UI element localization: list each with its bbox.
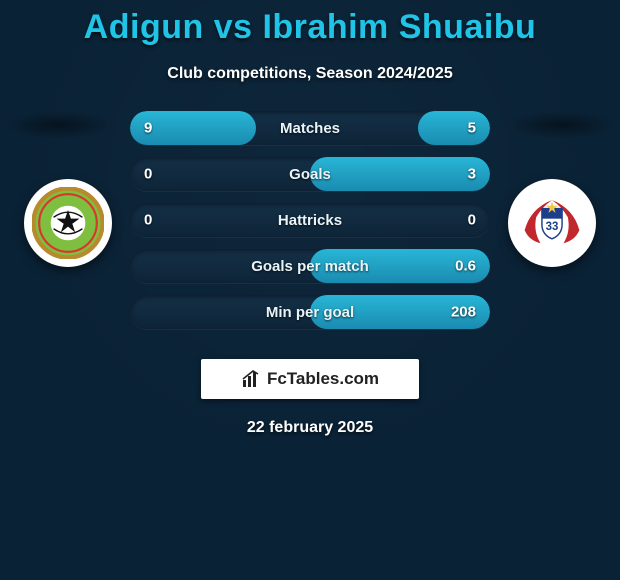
brand-chart-icon [241, 369, 261, 389]
stat-label: Hattricks [278, 212, 342, 229]
brand-label: FcTables.com [241, 369, 379, 389]
stat-bars: 9 5 Matches 0 3 Goals 0 0 Hattricks 0.6 Goals per … [130, 111, 490, 341]
stat-value-right: 0.6 [455, 258, 476, 275]
stat-label: Goals [289, 166, 331, 183]
date-label: 22 february 2025 [0, 419, 620, 437]
page-title: Adigun vs Ibrahim Shuaibu [0, 0, 620, 47]
stat-value-left: 0 [144, 212, 152, 229]
crest-shadow-left [4, 111, 114, 139]
comparison-card: Adigun vs Ibrahim Shuaibu Club competiti… [0, 0, 620, 437]
svg-text:33: 33 [546, 221, 559, 233]
stats-stage: 33 9 5 Matches 0 3 Goals 0 0 Hattricks 0.6 Goals p… [0, 111, 620, 351]
brand-text: FcTables.com [267, 369, 379, 389]
stat-label: Min per goal [266, 304, 354, 321]
team-crest-right: 33 [508, 179, 596, 267]
team-crest-left [24, 179, 112, 267]
stat-value-right: 208 [451, 304, 476, 321]
stat-fill-right [418, 111, 490, 145]
stat-row: 208 Min per goal [130, 295, 490, 329]
crest-left-svg [32, 187, 104, 259]
stat-row: 0.6 Goals per match [130, 249, 490, 283]
stat-row: 0 3 Goals [130, 157, 490, 191]
stat-value-right: 0 [468, 212, 476, 229]
brand-box: FcTables.com [201, 359, 419, 399]
stat-value-right: 3 [468, 166, 476, 183]
stat-row: 0 0 Hattricks [130, 203, 490, 237]
stat-fill-right [310, 157, 490, 191]
subtitle: Club competitions, Season 2024/2025 [0, 65, 620, 83]
stat-value-left: 9 [144, 120, 152, 137]
crest-shadow-right [506, 111, 616, 139]
crest-right-svg: 33 [516, 187, 588, 259]
stat-row: 9 5 Matches [130, 111, 490, 145]
stat-label: Goals per match [251, 258, 369, 275]
stat-value-right: 5 [468, 120, 476, 137]
stat-value-left: 0 [144, 166, 152, 183]
stat-label: Matches [280, 120, 340, 137]
